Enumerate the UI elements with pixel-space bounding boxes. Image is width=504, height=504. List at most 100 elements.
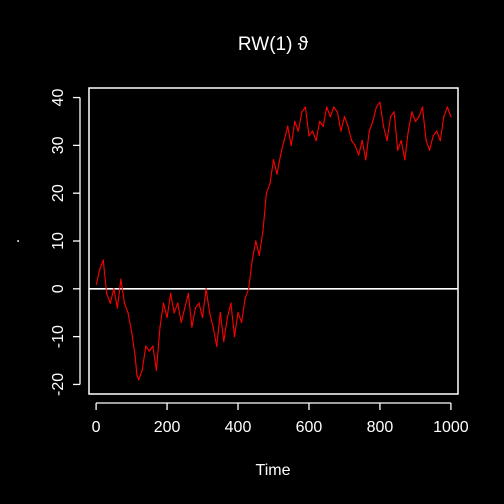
data-point	[258, 254, 261, 257]
data-point	[407, 130, 410, 132]
chart-title: RW(1) ϑ	[238, 34, 309, 55]
data-point	[354, 144, 356, 147]
data-point	[340, 130, 342, 132]
data-point	[187, 292, 190, 295]
data-point	[336, 111, 339, 113]
series-line	[95, 101, 452, 381]
data-point	[446, 106, 449, 108]
data-point	[450, 115, 452, 118]
data-point	[357, 154, 360, 156]
data-point	[162, 302, 165, 304]
data-point	[230, 302, 232, 304]
data-point	[425, 139, 427, 142]
data-point	[116, 307, 119, 309]
y-tick-label: -10	[50, 325, 67, 348]
data-point	[322, 125, 324, 127]
data-point	[166, 316, 168, 319]
data-point	[333, 106, 335, 108]
y-tick-label: 10	[50, 232, 67, 250]
plot-frame	[88, 87, 459, 395]
data-point	[304, 106, 307, 108]
data-point	[106, 292, 108, 295]
data-point	[102, 259, 104, 261]
data-point	[414, 120, 417, 123]
data-point	[393, 111, 395, 113]
y-axis-label: .	[6, 239, 23, 243]
data-point	[198, 302, 200, 304]
data-point	[123, 302, 126, 304]
data-point	[262, 230, 264, 233]
data-point	[240, 321, 243, 323]
data-point	[294, 120, 296, 123]
data-point	[169, 292, 172, 295]
data-point	[311, 130, 314, 132]
data-point	[365, 159, 367, 161]
data-point	[343, 115, 346, 118]
data-point	[233, 335, 236, 338]
data-point	[432, 135, 434, 137]
data-point	[301, 111, 303, 113]
data-point	[191, 326, 193, 328]
data-point	[418, 115, 420, 118]
data-point	[290, 144, 292, 147]
data-point	[98, 268, 101, 271]
data-point	[251, 259, 253, 261]
data-point	[428, 149, 431, 151]
data-point	[201, 316, 204, 319]
data-point	[279, 154, 282, 156]
data-point	[421, 106, 424, 108]
data-point	[194, 307, 197, 309]
data-point	[244, 297, 246, 300]
data-point	[152, 345, 154, 347]
data-point	[136, 374, 138, 376]
data-point	[318, 120, 321, 123]
x-tick-label: 1000	[433, 419, 469, 436]
data-point	[411, 111, 413, 113]
data-point	[265, 192, 268, 194]
data-point	[216, 345, 218, 347]
data-point	[130, 331, 133, 333]
data-point	[255, 240, 257, 242]
y-tick-label: 30	[50, 136, 67, 154]
data-point	[269, 182, 271, 185]
y-tick-label: 40	[50, 89, 67, 107]
data-point	[372, 120, 374, 123]
data-point	[315, 139, 317, 142]
data-point	[95, 283, 98, 285]
data-point	[286, 125, 289, 127]
data-point	[155, 369, 158, 371]
data-point	[396, 149, 399, 151]
data-point	[159, 326, 161, 328]
data-point	[137, 378, 140, 381]
data-point	[141, 369, 143, 371]
data-point	[173, 312, 175, 314]
data-point	[109, 302, 111, 304]
x-tick-label: 400	[225, 419, 252, 436]
data-point	[375, 106, 378, 108]
y-tick-label: 20	[50, 184, 67, 202]
data-point	[120, 278, 122, 280]
data-point	[326, 106, 328, 108]
data-point	[361, 139, 363, 142]
data-point	[436, 130, 438, 132]
x-tick-label: 0	[92, 419, 101, 436]
data-point	[404, 159, 406, 161]
data-point	[382, 125, 385, 127]
x-tick-label: 600	[296, 419, 323, 436]
data-point	[184, 307, 186, 309]
data-point	[439, 139, 441, 142]
data-point	[443, 115, 445, 118]
data-point	[177, 302, 179, 304]
data-point	[350, 139, 353, 142]
data-point	[329, 115, 331, 118]
plot-area: 0 200 400 600 800 1000 -20 -10 0 10 20 30 40	[50, 87, 469, 436]
data-point	[127, 312, 129, 314]
data-point	[386, 139, 388, 142]
data-point	[237, 312, 239, 314]
data-point	[297, 130, 300, 132]
data-point	[205, 288, 207, 290]
data-point	[400, 139, 402, 142]
data-point	[272, 159, 275, 161]
data-point	[283, 139, 285, 142]
